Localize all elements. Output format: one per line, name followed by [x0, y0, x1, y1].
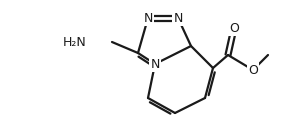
Text: N: N [150, 58, 160, 71]
Text: O: O [248, 64, 258, 76]
Text: H₂N: H₂N [62, 35, 86, 48]
Text: N: N [173, 12, 183, 25]
Text: O: O [229, 22, 239, 35]
Text: N: N [143, 12, 153, 25]
